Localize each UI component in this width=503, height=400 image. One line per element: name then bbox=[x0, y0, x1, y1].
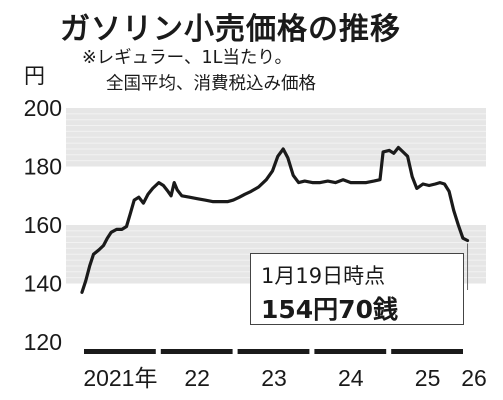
year-span-bar-1 bbox=[160, 349, 233, 354]
y-tick-label-180: 180 bbox=[24, 154, 62, 180]
year-span-bar-0 bbox=[84, 349, 156, 354]
y-axis-unit: 円 bbox=[24, 64, 45, 88]
callout-date: 1月19日時点 bbox=[261, 264, 386, 288]
x-tick-label-4: 25 bbox=[415, 365, 441, 391]
y-tick-label-140: 140 bbox=[24, 271, 62, 297]
y-tick-label-160: 160 bbox=[24, 212, 62, 238]
x-tick-label-2: 23 bbox=[261, 365, 287, 391]
x-tick-label-3: 24 bbox=[338, 365, 364, 391]
x-axis: 2021年 22 23 24 25 26 bbox=[83, 349, 487, 391]
y-tick-label-200: 200 bbox=[24, 95, 62, 121]
year-span-bar-2 bbox=[237, 349, 310, 354]
year-span-bar-3 bbox=[314, 349, 387, 354]
price-series bbox=[80, 145, 470, 294]
y-axis-ticks: 120 140 160 180 200 bbox=[24, 95, 62, 355]
chart-note-line-2: 全国平均、消費税込み価格 bbox=[106, 74, 316, 94]
chart-note-line-1: ※レギュラー、1L当たり。 bbox=[82, 48, 293, 68]
x-tick-label-0: 2021年 bbox=[83, 365, 157, 391]
x-tick-label-5: 26 bbox=[461, 365, 487, 391]
latest-value-callout: 1月19日時点 154円70銭 bbox=[250, 253, 464, 325]
chart-title: ガソリン小売価格の推移 bbox=[60, 12, 401, 47]
year-span-bar-4 bbox=[391, 349, 463, 354]
callout-price: 154円70銭 bbox=[261, 295, 398, 324]
price-line-0 bbox=[80, 145, 470, 294]
x-tick-label-1: 22 bbox=[184, 365, 210, 391]
y-tick-label-120: 120 bbox=[24, 329, 62, 355]
